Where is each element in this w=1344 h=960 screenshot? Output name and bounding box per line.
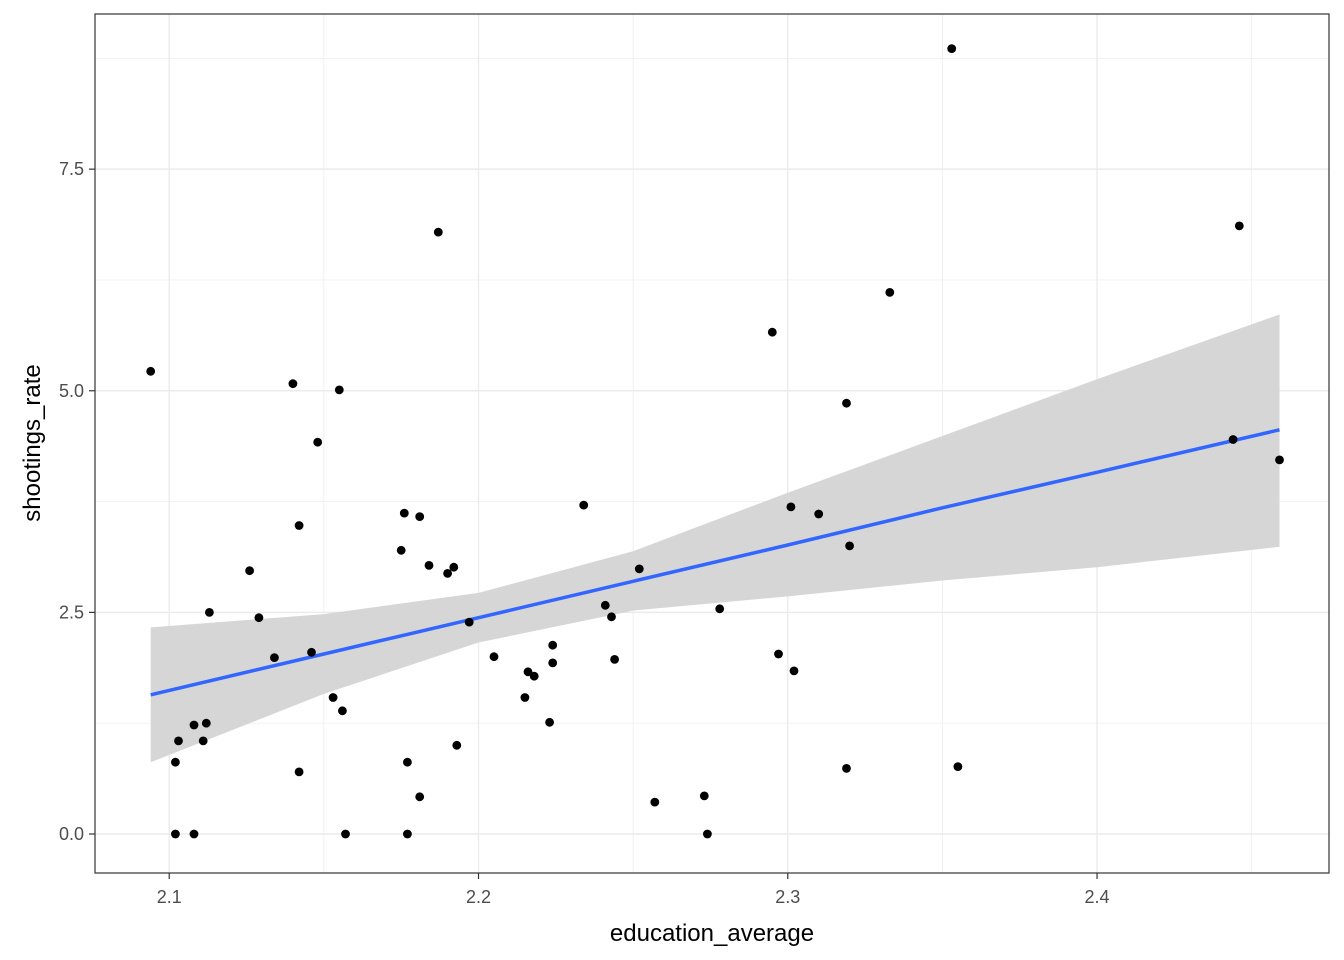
- data-point: [189, 829, 199, 839]
- data-point: [146, 366, 156, 376]
- x-axis-title: education_average: [610, 920, 814, 947]
- data-point: [415, 792, 425, 802]
- data-point: [774, 649, 783, 659]
- data-point: [545, 717, 554, 727]
- data-point: [443, 569, 452, 578]
- plot-panel: [94, 13, 1330, 874]
- data-point: [174, 736, 183, 746]
- data-point: [634, 564, 644, 574]
- data-point: [171, 757, 180, 767]
- y-axis: 0.0 2.5 5.0 7.5: [59, 159, 95, 844]
- data-point: [529, 671, 539, 681]
- data-point: [789, 666, 799, 676]
- data-point: [313, 437, 323, 447]
- x-axis: 2.1 2.2 2.3 2.4: [157, 873, 1110, 907]
- data-point: [607, 612, 616, 622]
- data-point: [464, 617, 474, 627]
- data-point: [294, 767, 304, 777]
- data-point: [703, 829, 712, 839]
- x-tick-label: 2.3: [775, 887, 800, 907]
- data-point: [715, 604, 725, 614]
- data-point: [523, 667, 533, 677]
- data-point: [1275, 455, 1284, 465]
- data-point: [254, 613, 264, 623]
- data-point: [885, 288, 895, 297]
- data-point: [610, 655, 619, 664]
- data-point: [399, 508, 409, 518]
- y-tick-label: 2.5: [59, 602, 84, 622]
- data-point: [548, 658, 558, 668]
- data-point: [786, 502, 796, 512]
- data-point: [845, 541, 854, 551]
- data-point: [842, 398, 851, 408]
- data-point: [270, 653, 279, 662]
- y-tick-label: 5.0: [59, 381, 84, 401]
- data-point: [294, 521, 304, 530]
- data-point: [403, 757, 412, 767]
- regression-line: [150, 428, 1280, 697]
- data-point: [245, 566, 255, 576]
- y-tick-label: 0.0: [59, 824, 84, 844]
- data-point: [579, 500, 589, 510]
- data-point: [1234, 221, 1244, 231]
- data-point: [548, 640, 558, 650]
- x-tick-label: 2.4: [1085, 887, 1110, 907]
- data-point: [415, 512, 425, 521]
- data-point: [205, 608, 214, 617]
- data-point: [699, 791, 709, 801]
- confidence-ribbon: [150, 314, 1280, 763]
- data-point: [1228, 435, 1238, 444]
- data-point: [814, 509, 824, 519]
- data-point: [947, 44, 957, 53]
- data-point: [403, 829, 412, 839]
- data-point: [842, 764, 851, 773]
- data-point: [452, 740, 462, 750]
- data-point: [433, 227, 443, 237]
- y-axis-title: shootings_rate: [19, 364, 46, 521]
- data-point: [489, 652, 499, 662]
- data-point: [600, 600, 610, 610]
- data-point: [396, 545, 406, 555]
- data-point: [334, 385, 344, 395]
- x-tick-label: 2.2: [466, 887, 491, 907]
- data-point: [198, 736, 208, 746]
- data-point: [288, 379, 298, 389]
- data-point: [953, 762, 963, 771]
- data-point: [650, 797, 660, 807]
- data-point: [307, 647, 316, 657]
- data-point: [328, 693, 338, 702]
- y-tick-label: 7.5: [59, 159, 84, 179]
- data-point: [520, 693, 530, 702]
- data-point: [201, 718, 211, 728]
- data-point: [767, 327, 777, 337]
- data-point: [424, 561, 434, 570]
- data-points: [146, 44, 1284, 839]
- data-point: [341, 829, 350, 839]
- data-point: [449, 562, 459, 572]
- panel-border: [94, 13, 1330, 874]
- data-point: [171, 829, 180, 839]
- x-tick-label: 2.1: [157, 887, 182, 907]
- data-point: [189, 720, 199, 730]
- data-point: [338, 706, 347, 716]
